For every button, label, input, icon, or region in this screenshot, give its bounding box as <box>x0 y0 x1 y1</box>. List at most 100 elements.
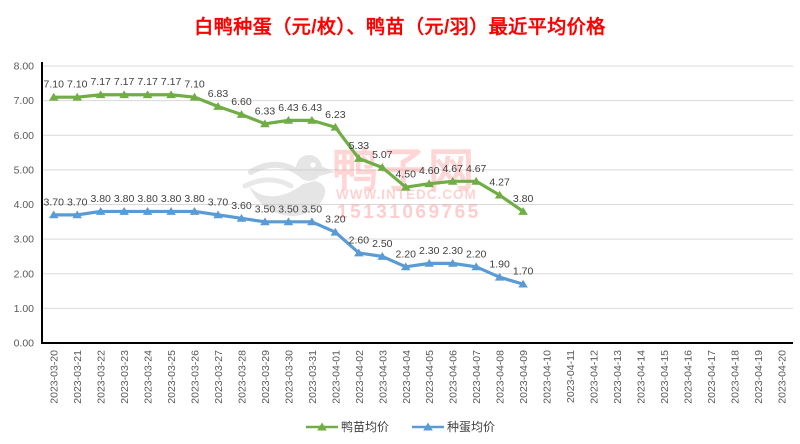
chart-title: 白鸭种蛋（元/枚）、鸭苗（元/羽）最近平均价格 <box>194 17 606 38</box>
legend-label-egg: 种蛋均价 <box>447 420 496 434</box>
series-marker <box>236 110 247 118</box>
x-tick-label: 2023-04-17 <box>706 350 718 404</box>
data-label: 3.80 <box>513 193 534 205</box>
series-marker <box>400 182 411 191</box>
data-label: 3.50 <box>255 203 276 215</box>
series-breeding-egg-avg-price: 3.70 3.70 3.80 3.80 3.80 3.80 3.80 3.70 3.60 3.50… <box>44 193 534 288</box>
series-marker <box>283 115 294 124</box>
data-label: 3.70 <box>208 196 229 208</box>
data-label: 3.80 <box>90 193 111 205</box>
duck-logo-icon <box>242 155 335 216</box>
x-tick-label: 2023-04-10 <box>542 350 554 404</box>
series-marker <box>330 227 341 236</box>
x-tick-label: 2023-03-24 <box>143 350 155 404</box>
series-marker <box>471 176 481 185</box>
x-tick-label: 2023-04-03 <box>377 350 389 404</box>
x-tick-label: 2023-04-16 <box>682 350 694 404</box>
data-label: 2.30 <box>419 245 440 257</box>
data-label: 2.60 <box>349 234 370 246</box>
data-label: 6.33 <box>255 105 276 117</box>
data-label: 6.23 <box>325 109 346 121</box>
y-tick-label: 1.00 <box>14 303 35 315</box>
series-marker <box>424 258 435 267</box>
x-tick-label: 2023-04-18 <box>729 350 741 404</box>
data-label: 3.50 <box>278 203 299 215</box>
x-tick-label: 2023-03-22 <box>96 350 108 404</box>
data-label: 2.30 <box>442 245 463 257</box>
y-gridlines <box>42 65 793 309</box>
y-tick-label: 6.00 <box>14 130 35 142</box>
x-tick-label: 2023-04-02 <box>354 350 366 404</box>
data-label: 7.17 <box>137 76 158 88</box>
data-label: 3.20 <box>325 214 346 226</box>
x-tick-label: 2023-04-06 <box>448 350 460 404</box>
axis-lines <box>41 62 793 344</box>
data-label: 7.10 <box>184 79 205 91</box>
series-marker <box>494 272 505 281</box>
series-marker <box>307 217 317 226</box>
x-tick-label: 2023-03-20 <box>49 350 61 404</box>
series-marker <box>471 262 481 271</box>
data-label: 3.70 <box>67 196 88 208</box>
x-tick-label: 2023-03-29 <box>260 350 272 404</box>
series-marker <box>213 102 223 110</box>
legend-item-duckling-avg-price: 鸭苗均价 <box>305 418 389 435</box>
data-label: 3.50 <box>302 203 323 215</box>
data-label: 2.50 <box>372 238 393 250</box>
series-marker <box>189 92 200 101</box>
x-tick-label: 2023-03-21 <box>72 350 84 404</box>
data-label: 6.43 <box>278 102 299 114</box>
x-tick-label: 2023-04-07 <box>471 350 483 404</box>
legend-marker-duckling-icon <box>305 422 338 430</box>
x-tick-label: 2023-04-11 <box>565 350 577 403</box>
data-label: 6.43 <box>302 102 323 114</box>
data-label: 3.80 <box>137 193 158 205</box>
legend-item-breeding-egg-avg-price: 种蛋均价 <box>411 418 495 435</box>
x-tick-label: 2023-03-25 <box>166 350 178 404</box>
series-marker <box>354 154 364 162</box>
data-label: 7.17 <box>161 76 182 88</box>
data-label: 4.60 <box>419 165 440 177</box>
series-marker <box>260 119 270 128</box>
y-tick-label: 5.00 <box>14 164 35 176</box>
data-label: 3.70 <box>44 196 65 208</box>
x-tick-label: 2023-04-08 <box>495 350 507 404</box>
x-tick-label: 2023-03-28 <box>236 350 248 404</box>
legend-marker-egg-icon <box>412 422 444 430</box>
series-marker <box>494 190 505 199</box>
data-label: 1.90 <box>489 259 510 271</box>
series-marker <box>447 176 458 185</box>
x-tick-label: 2023-03-30 <box>283 350 295 404</box>
y-tick-label: 2.00 <box>14 268 35 280</box>
series-marker <box>48 210 59 219</box>
data-label: 2.20 <box>466 248 487 260</box>
series-duckling-avg-price: 7.10 7.10 7.17 7.17 7.17 7.17 7.106.836.606.33… <box>44 76 534 215</box>
series-marker <box>236 213 247 222</box>
x-tick-label: 2023-04-13 <box>612 350 624 404</box>
series-marker <box>95 207 106 215</box>
series-marker <box>166 207 176 215</box>
watermark-url: WWW.INTEDC.COM <box>336 187 477 202</box>
series-marker <box>72 92 83 101</box>
series-marker <box>119 207 129 215</box>
data-label: 6.83 <box>208 88 229 100</box>
series-marker <box>518 207 528 215</box>
data-label: 6.60 <box>231 96 252 108</box>
series-marker <box>377 163 388 171</box>
series-marker <box>119 90 129 99</box>
series-marker <box>72 210 83 219</box>
series-marker <box>377 252 388 260</box>
series-marker <box>307 115 317 124</box>
series-marker <box>447 258 458 267</box>
series-marker <box>48 92 59 101</box>
x-tick-label: 2023-04-19 <box>753 350 765 404</box>
series-marker <box>424 179 435 188</box>
y-tick-label: 3.00 <box>14 234 35 246</box>
data-label: 1.70 <box>513 266 534 278</box>
x-axis-tick-labels: 2023-03-20 2023-03-21 2023-03-22 2023-03-23… <box>49 350 789 404</box>
data-label: 3.80 <box>184 193 205 205</box>
series-marker <box>166 90 176 99</box>
data-label: 7.10 <box>44 79 65 91</box>
